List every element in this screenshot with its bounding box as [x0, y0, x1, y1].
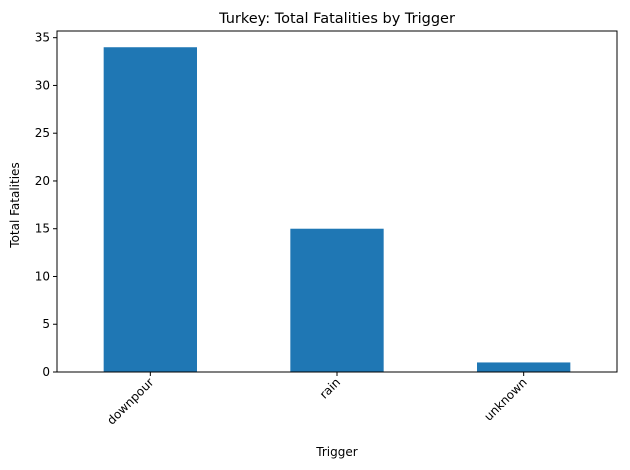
y-tick-label: 25 — [35, 126, 50, 140]
chart-title: Turkey: Total Fatalities by Trigger — [218, 11, 455, 27]
bars-group — [103, 47, 571, 372]
y-tick-label: 5 — [42, 317, 50, 331]
x-tick-label: rain — [317, 375, 343, 401]
y-tick-label: 15 — [35, 222, 50, 236]
bar-unknown — [477, 362, 571, 372]
x-axis-label: Trigger — [315, 445, 357, 459]
y-tick-label: 0 — [42, 365, 50, 379]
x-tick-label: unknown — [481, 375, 529, 423]
plot-frame — [56, 30, 618, 373]
y-tick-label: 20 — [35, 174, 50, 188]
y-tick-label: 35 — [35, 31, 50, 45]
bar-downpour — [103, 47, 197, 372]
y-tick-label: 10 — [35, 269, 50, 283]
y-tick-label: 30 — [35, 78, 50, 92]
y-axis-ticks: 0 5 10 15 20 25 30 35 — [35, 31, 57, 379]
bar-rain — [290, 228, 384, 372]
x-axis-ticks: downpour rain unknown — [104, 372, 530, 427]
x-tick-label: downpour — [104, 375, 156, 427]
y-axis-label: Total Fatalities — [8, 162, 22, 248]
